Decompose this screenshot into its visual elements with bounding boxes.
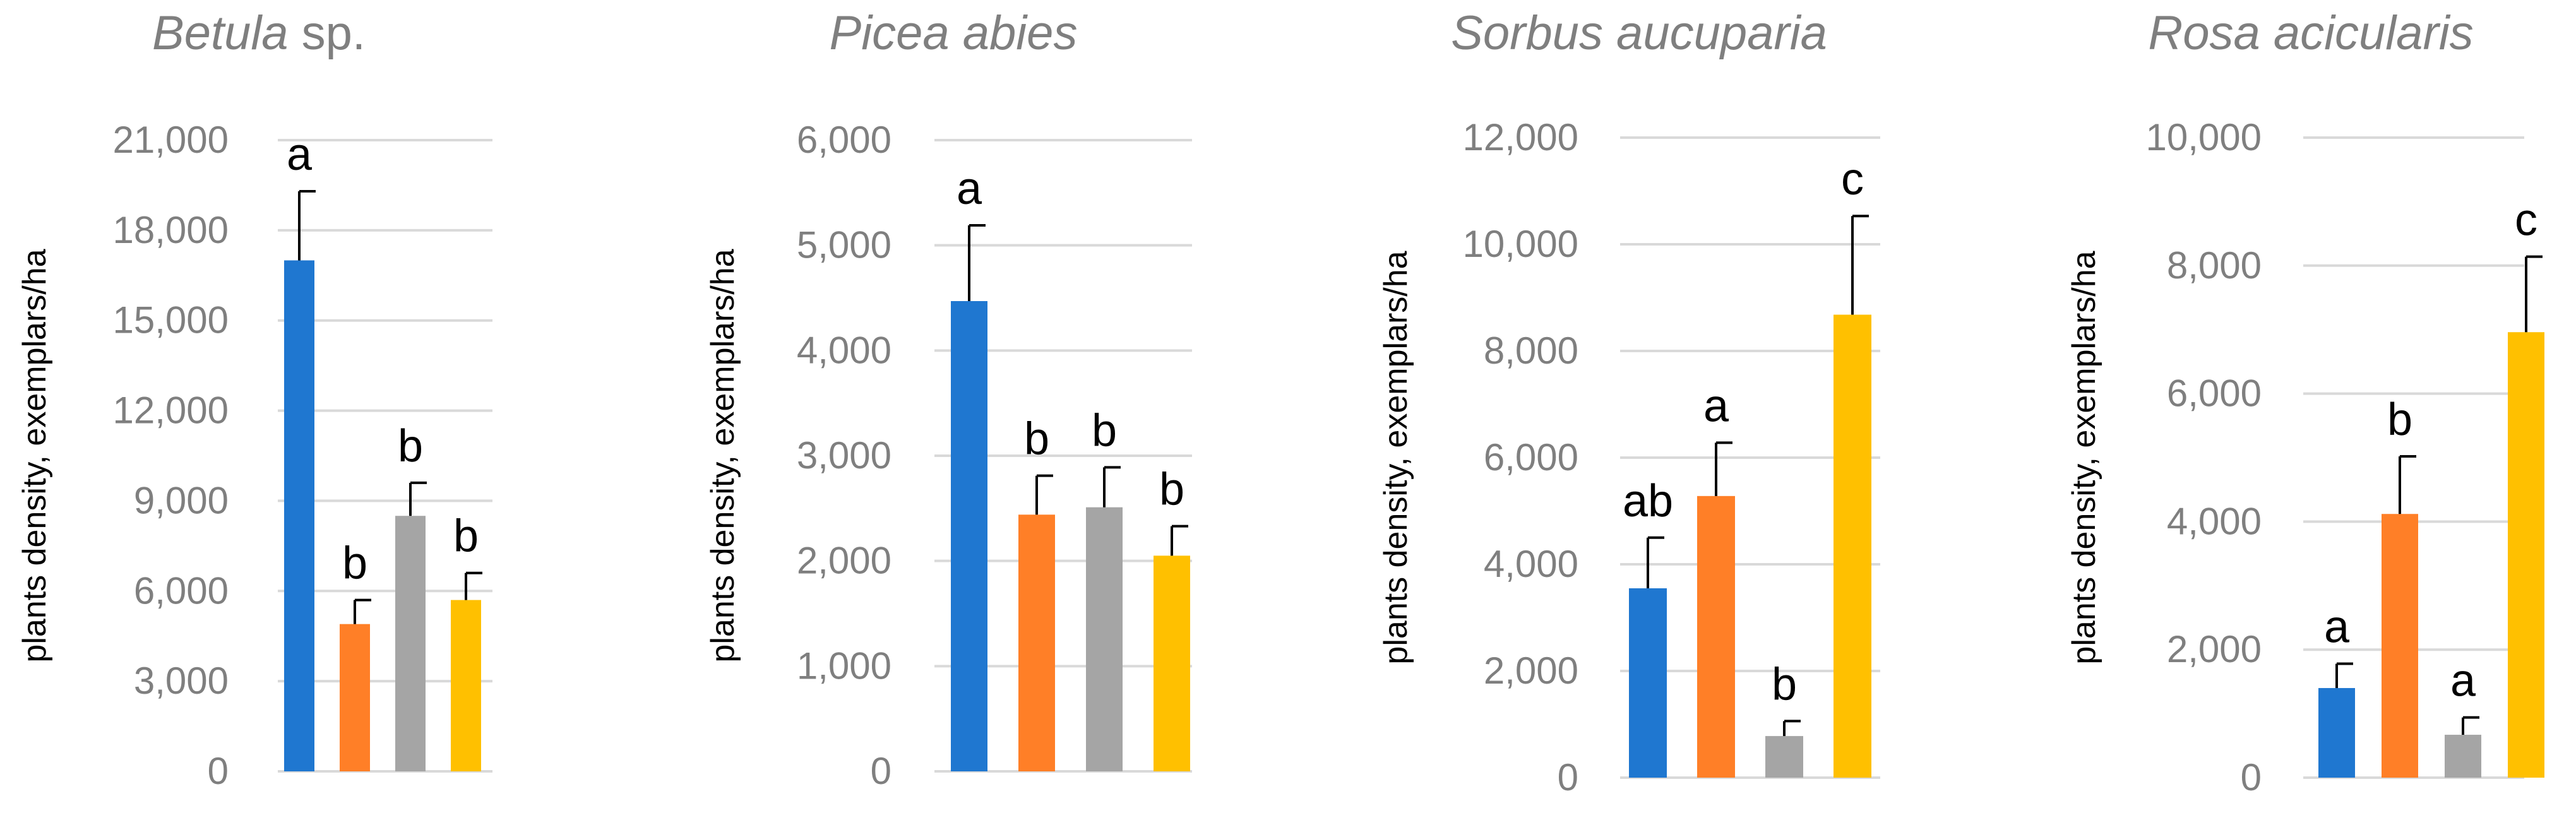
chart-title-italic: Sorbus aucuparia [1451,6,1827,60]
significance-label: b [2387,395,2412,445]
significance-label: b [1024,414,1049,465]
y-tick-label: 2,000 [1484,650,1578,692]
bar [284,260,314,771]
significance-label: a [2324,602,2350,653]
y-tick-label: 12,000 [112,389,229,432]
y-tick-label: 10,000 [2145,116,2262,158]
chart-title: Rosa acicularis [2148,6,2473,60]
y-tick-label: 12,000 [1462,116,1578,158]
bar [1086,507,1123,771]
y-tick-label: 3,000 [134,660,229,702]
significance-label: a [957,163,982,214]
bar [1697,496,1735,778]
significance-label: b [1772,659,1797,709]
y-tick-label: 6,000 [797,119,891,161]
y-axis-label: plants density, exemplars/ha [705,249,741,662]
bar [395,516,426,771]
bar [1154,555,1190,771]
y-tick-label: 0 [1558,756,1578,798]
y-tick-label: 4,000 [2167,500,2262,542]
y-tick-label: 3,000 [797,434,891,477]
y-tick-label: 4,000 [797,329,891,371]
bar [1629,588,1667,778]
significance-label: b [342,538,367,589]
chart-title-italic: Picea abies [830,6,1078,60]
y-tick-label: 8,000 [2167,244,2262,287]
significance-label: c [2515,195,2537,246]
y-axis-label: plants density, exemplars/ha [16,249,53,662]
bar [1834,314,1871,778]
y-axis-label: plants density, exemplars/ha [2066,251,2102,664]
chart-title: Sorbus aucuparia [1451,6,1827,60]
significance-label: a [2450,656,2476,706]
bar [1765,736,1803,778]
y-tick-label: 6,000 [134,569,229,612]
y-tick-label: 6,000 [1484,436,1578,478]
bar [951,301,987,771]
y-tick-label: 5,000 [797,224,891,266]
y-tick-label: 0 [2241,756,2262,798]
bar [451,600,481,771]
chart-title: Betula sp. [152,6,366,60]
bar [1018,514,1055,771]
significance-label: a [287,129,313,180]
y-tick-label: 2,000 [797,540,891,582]
y-tick-label: 21,000 [112,119,229,161]
chart-title-rest: sp. [289,6,366,60]
significance-label: c [1841,154,1864,205]
significance-label: b [398,421,423,472]
significance-label: b [1159,465,1184,515]
y-tick-label: 8,000 [1484,329,1578,372]
significance-label: ab [1623,476,1673,526]
y-tick-label: 6,000 [2167,372,2262,415]
bar [2508,332,2544,778]
y-tick-label: 9,000 [134,479,229,521]
y-tick-label: 1,000 [797,644,891,687]
bar [2445,735,2481,778]
chart-title-italic: Rosa acicularis [2148,6,2473,60]
bar [2382,514,2418,778]
y-axis-label: plants density, exemplars/ha [1378,251,1414,664]
y-tick-label: 18,000 [112,209,229,251]
y-tick-label: 4,000 [1484,543,1578,585]
y-tick-label: 15,000 [112,299,229,341]
y-tick-label: 2,000 [2167,628,2262,670]
y-tick-label: 0 [871,750,891,792]
chart-title-italic: Betula [152,6,289,60]
significance-label: b [453,511,479,562]
chart-title: Picea abies [830,6,1078,60]
significance-label: a [1703,381,1729,431]
bar [340,624,370,771]
y-tick-label: 0 [208,750,229,792]
y-tick-label: 10,000 [1462,223,1578,265]
bar [2318,688,2355,778]
significance-label: b [1092,405,1117,456]
